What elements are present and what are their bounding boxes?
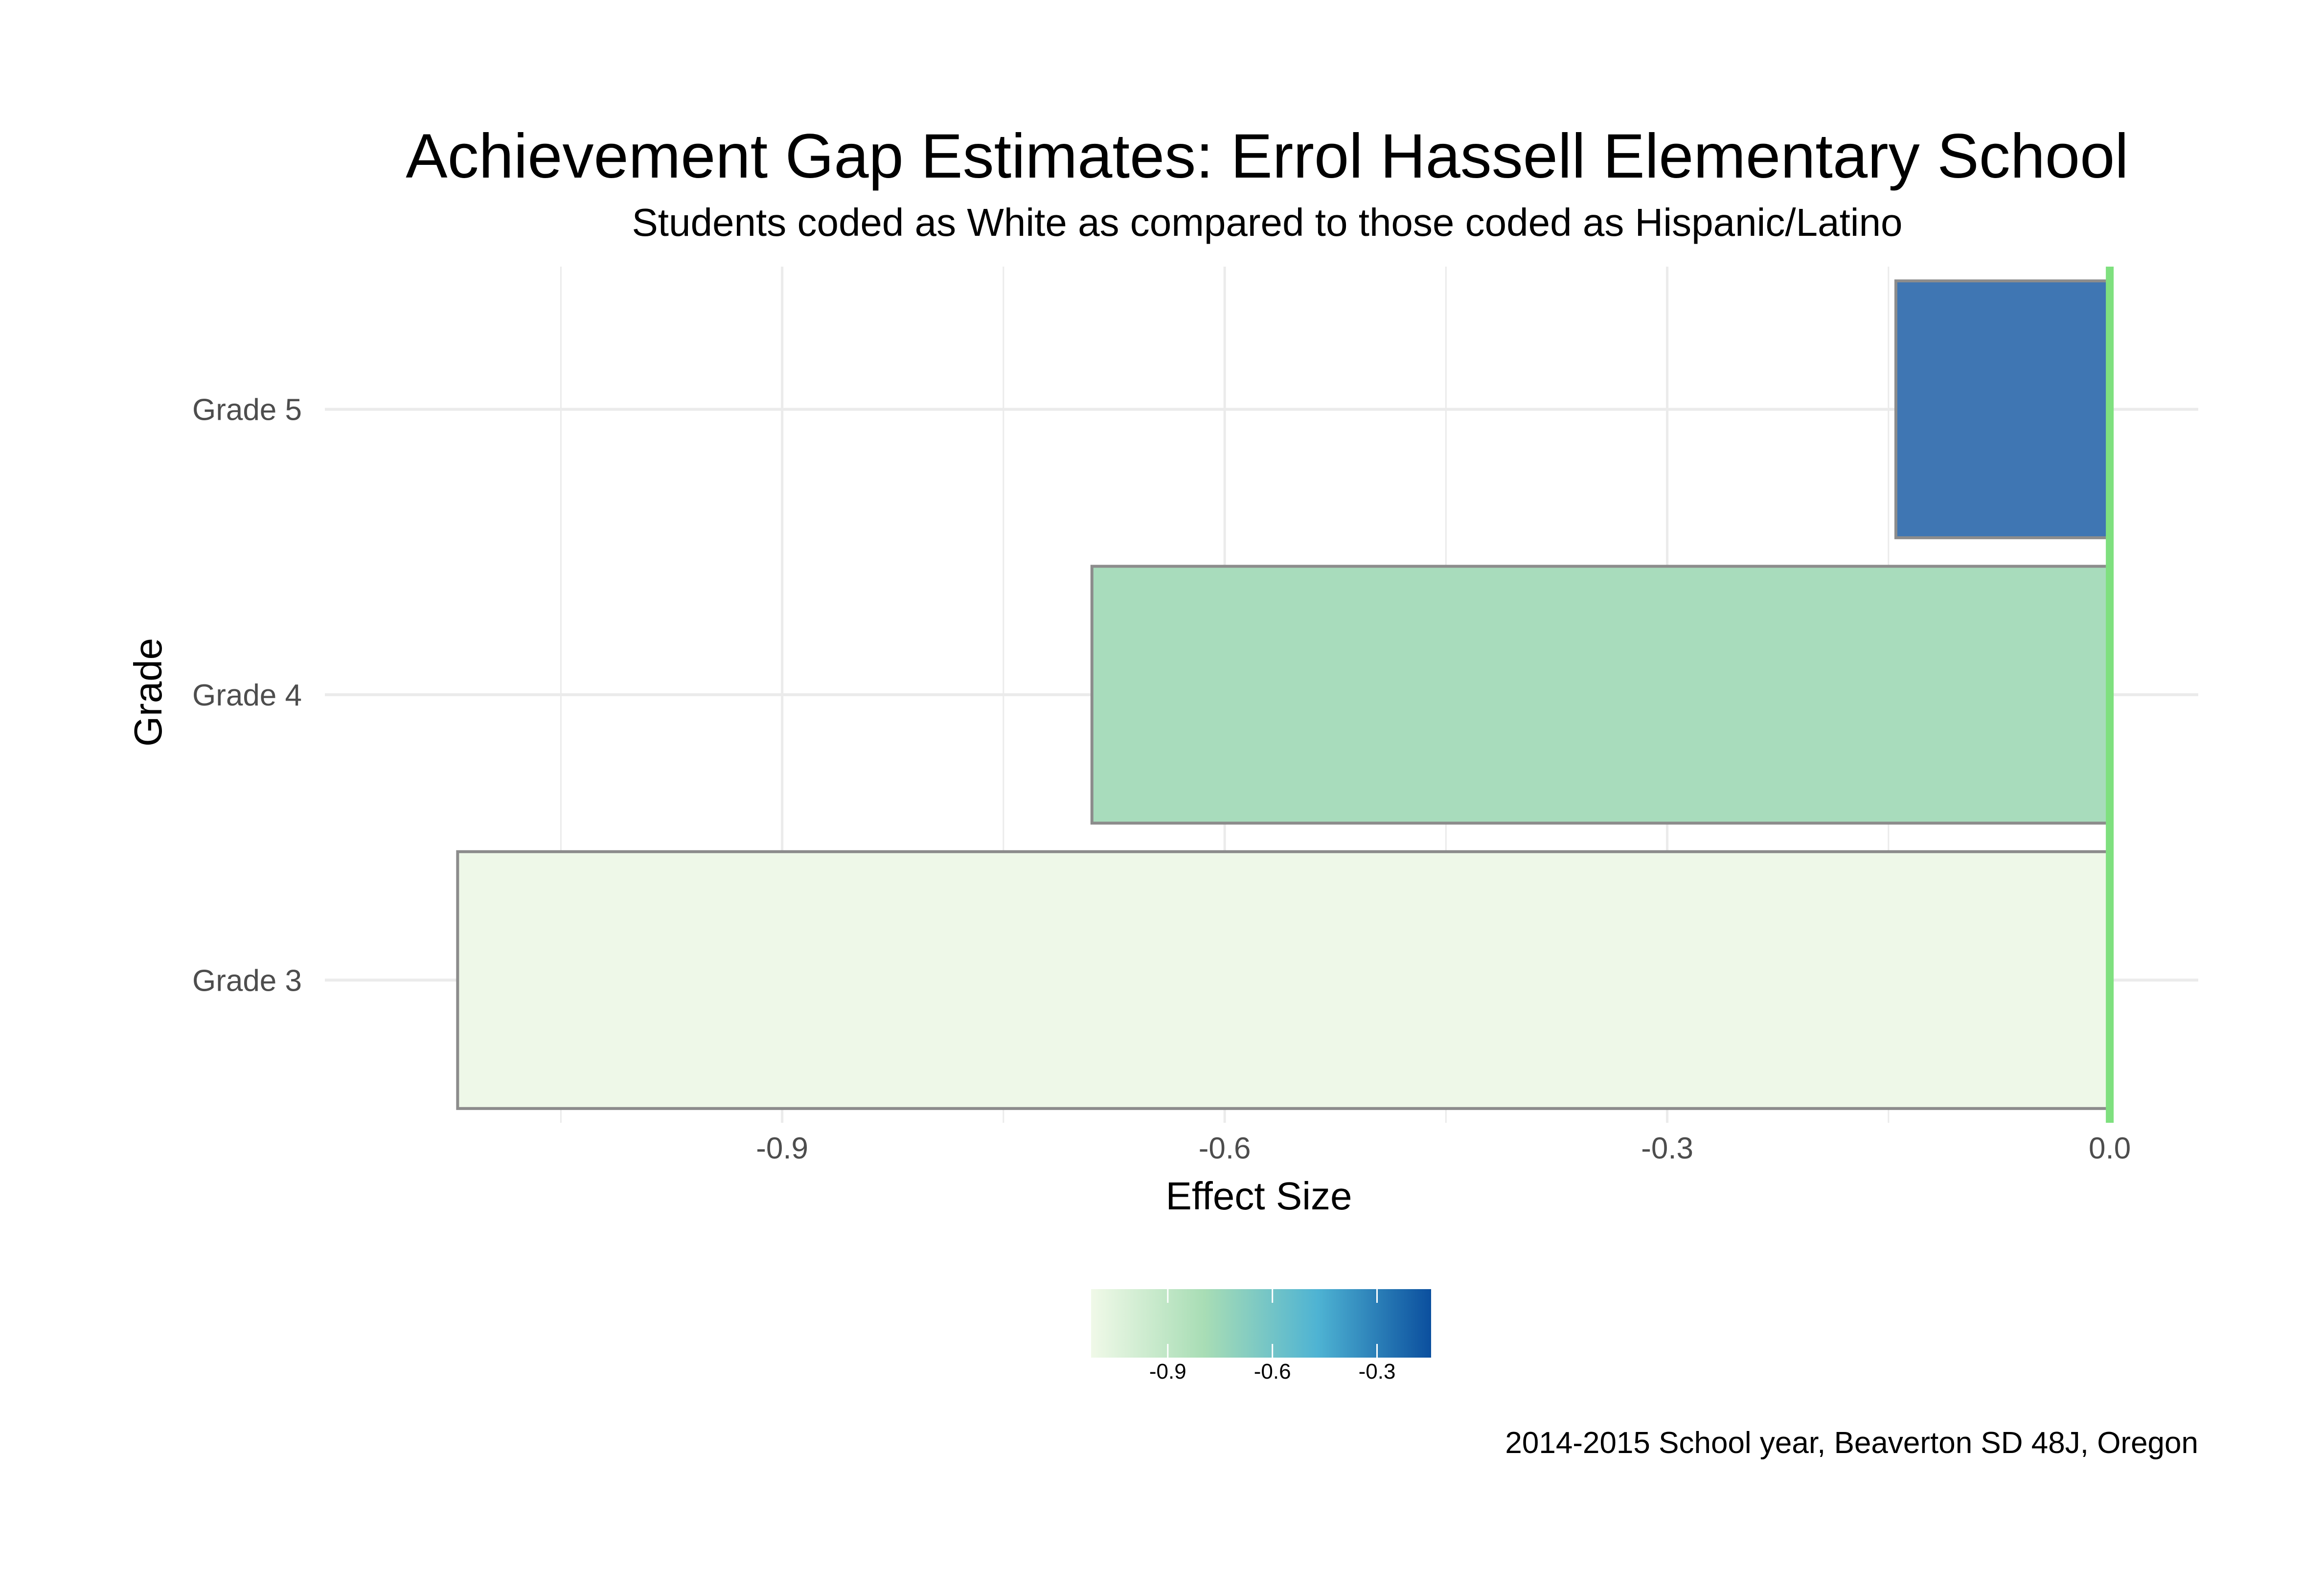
- colorbar-legend: -0.9 -0.6 -0.3: [1091, 1289, 1431, 1384]
- y-tick-label: Grade 4: [192, 679, 302, 712]
- colorbar-tick-label: -0.6: [1254, 1360, 1291, 1384]
- chart-title: Achievement Gap Estimates: Errol Hassell…: [406, 121, 2128, 191]
- y-tick-label: Grade 5: [192, 393, 302, 427]
- x-tick-label: -0.3: [1641, 1132, 1693, 1165]
- x-tick-label: -0.6: [1199, 1132, 1251, 1165]
- x-tick-label: -0.9: [756, 1132, 808, 1165]
- bar-grade-3: [456, 850, 2112, 1110]
- colorbar: [1091, 1289, 1431, 1358]
- bar-grade-5: [1894, 279, 2112, 540]
- bars: [456, 279, 2112, 1110]
- colorbar-tick-label: -0.3: [1359, 1360, 1396, 1384]
- bar-grade-4: [1090, 565, 2112, 825]
- y-axis-ticks: Grade 3 Grade 4 Grade 5: [192, 393, 302, 998]
- chart-subtitle: Students coded as White as compared to t…: [632, 201, 1902, 244]
- colorbar-tick-label: -0.9: [1149, 1360, 1186, 1384]
- y-axis-title: Grade: [126, 638, 170, 747]
- caption: 2014-2015 School year, Beaverton SD 48J,…: [1505, 1426, 2198, 1460]
- x-axis-title: Effect Size: [1166, 1174, 1352, 1218]
- x-tick-label: 0.0: [2089, 1132, 2131, 1165]
- x-axis-ticks: -0.9 -0.6 -0.3 0.0: [756, 1132, 2131, 1165]
- y-tick-label: Grade 3: [192, 964, 302, 998]
